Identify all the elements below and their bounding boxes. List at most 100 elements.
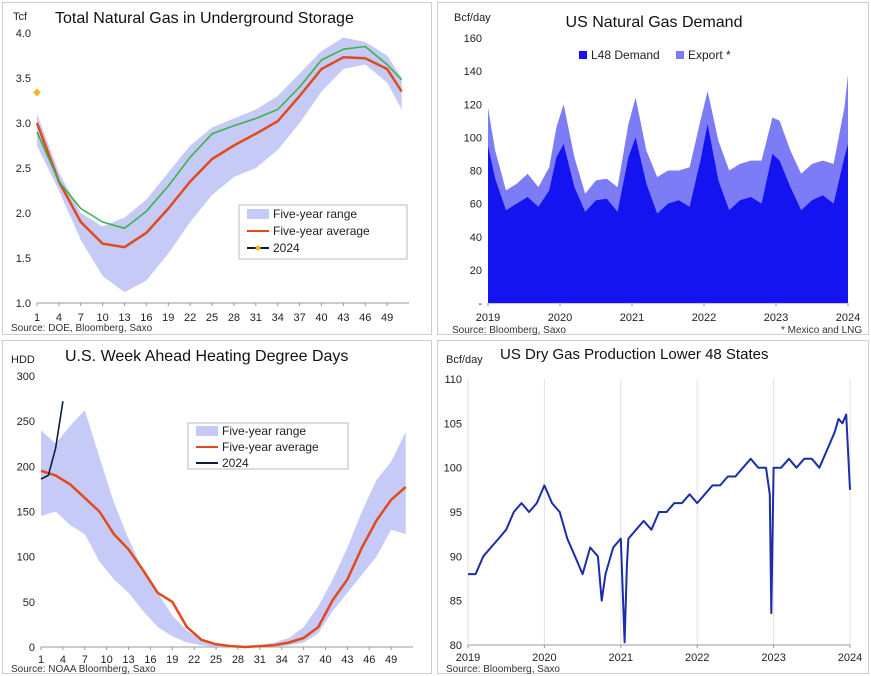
x-tick-label: 37 xyxy=(293,312,305,324)
y-tick-label: 100 xyxy=(17,552,35,564)
x-tick-label: 10 xyxy=(97,312,109,324)
chart-title: Total Natural Gas in Underground Storage xyxy=(55,10,354,27)
range-band xyxy=(41,410,406,647)
x-tick-label: 2023 xyxy=(764,312,788,324)
chart-title: US Natural Gas Demand xyxy=(566,14,743,31)
x-tick-label: 25 xyxy=(206,312,218,324)
x-tick-label: 49 xyxy=(385,654,397,666)
data-point-2024 xyxy=(33,88,41,97)
y-tick-label: - xyxy=(478,298,482,310)
y-tick-label: 40 xyxy=(470,232,482,244)
x-tick-label: 22 xyxy=(188,654,200,666)
legend-swatch-band xyxy=(247,209,269,219)
series-line xyxy=(36,45,403,230)
x-tick-label: 19 xyxy=(166,654,178,666)
y-tick-label: 2.5 xyxy=(16,163,31,175)
storage-chart: Total Natural Gas in Underground Storage… xyxy=(11,10,409,334)
x-tick-label: 2019 xyxy=(476,312,500,324)
x-tick-label: 2021 xyxy=(609,652,633,664)
x-tick-label: 2020 xyxy=(532,652,556,664)
y-tick-label: 60 xyxy=(470,199,482,211)
y-tick-label: 100 xyxy=(444,463,462,475)
y-tick-label: 160 xyxy=(464,33,482,45)
x-tick-label: 2024 xyxy=(836,312,860,324)
x-tick-label: 13 xyxy=(122,654,134,666)
x-tick-label: 2024 xyxy=(838,652,862,664)
x-tick-label: 2021 xyxy=(620,312,644,324)
footnote: * Mexico and LNG xyxy=(781,325,862,336)
production-chart-panel: US Dry Gas Production Lower 48 States Bcf… xyxy=(437,340,869,675)
x-tick-label: 31 xyxy=(254,654,266,666)
legend-swatch-square xyxy=(676,51,684,59)
y-axis-label: HDD xyxy=(11,354,35,366)
y-tick-label: 1.5 xyxy=(16,253,31,265)
x-tick-label: 46 xyxy=(363,654,375,666)
source-note: Source: Bloomberg, Saxo xyxy=(452,325,566,336)
source-note: Source: DOE, Bloomberg, Saxo xyxy=(11,323,153,334)
y-tick-label: 3.5 xyxy=(16,73,31,85)
series-line xyxy=(40,469,407,649)
x-tick-label: 34 xyxy=(276,654,288,666)
demand-chart-panel: US Natural Gas Demand Bcf/day Source: Bloo… xyxy=(437,2,869,336)
y-tick-label: 80 xyxy=(450,640,462,652)
y-tick-label: 1.0 xyxy=(16,298,31,310)
y-tick-label: 90 xyxy=(450,551,462,563)
x-tick-label: 40 xyxy=(315,312,327,324)
production-chart: US Dry Gas Production Lower 48 States Bcf… xyxy=(444,346,863,675)
x-tick-label: 1 xyxy=(38,654,44,666)
legend-label: 2024 xyxy=(222,456,249,470)
x-tick-label: 10 xyxy=(101,654,113,666)
storage-chart-panel: Total Natural Gas in Underground Storage… xyxy=(2,2,432,335)
x-tick-label: 4 xyxy=(56,312,62,324)
legend-label: L48 Demand xyxy=(591,48,660,62)
y-tick-label: 110 xyxy=(444,374,462,386)
range-band xyxy=(37,37,402,293)
x-tick-label: 19 xyxy=(162,312,174,324)
y-tick-label: 105 xyxy=(444,418,462,430)
y-axis-label: Tcf xyxy=(13,11,28,23)
y-tick-label: 120 xyxy=(464,99,482,111)
x-tick-label: 22 xyxy=(184,312,196,324)
x-tick-label: 2023 xyxy=(761,652,785,664)
x-tick-label: 28 xyxy=(232,654,244,666)
series-line xyxy=(35,56,403,249)
legend-label: Five-year range xyxy=(222,424,306,438)
source-note: Source: Bloomberg, Saxo xyxy=(446,664,560,675)
legend-label: Five-year range xyxy=(273,207,357,221)
x-tick-label: 34 xyxy=(272,312,284,324)
y-tick-label: 0 xyxy=(29,642,35,654)
hdd-chart: U.S. Week Ahead Heating Degree Days HDD So… xyxy=(11,348,413,675)
x-tick-label: 25 xyxy=(210,654,222,666)
x-tick-label: 7 xyxy=(82,654,88,666)
y-tick-label: 150 xyxy=(17,507,35,519)
x-tick-label: 37 xyxy=(297,654,309,666)
legend-swatch-square xyxy=(579,51,587,59)
y-tick-label: 4.0 xyxy=(16,28,31,40)
x-tick-label: 16 xyxy=(144,654,156,666)
legend-label: Export * xyxy=(688,48,731,62)
legend-label: Five-year average xyxy=(222,440,319,454)
source-note: Source: NOAA Bloomberg, Saxo xyxy=(11,664,156,675)
x-tick-label: 2022 xyxy=(692,312,716,324)
x-tick-label: 13 xyxy=(118,312,130,324)
y-tick-label: 50 xyxy=(23,597,35,609)
x-tick-label: 43 xyxy=(337,312,349,324)
series-line xyxy=(468,413,851,644)
x-tick-label: 1 xyxy=(34,312,40,324)
y-tick-label: 140 xyxy=(464,66,482,78)
y-tick-label: 80 xyxy=(470,166,482,178)
x-tick-label: 7 xyxy=(78,312,84,324)
y-tick-label: 200 xyxy=(17,461,35,473)
x-tick-label: 2019 xyxy=(456,652,480,664)
y-tick-label: 95 xyxy=(450,507,462,519)
y-axis-label: Bcf/day xyxy=(446,354,483,366)
x-tick-label: 40 xyxy=(319,654,331,666)
demand-chart: US Natural Gas Demand Bcf/day Source: Bloo… xyxy=(452,12,862,336)
x-tick-label: 4 xyxy=(60,654,66,666)
y-tick-label: 2.0 xyxy=(16,208,31,220)
y-axis-label: Bcf/day xyxy=(454,12,491,24)
series-line xyxy=(40,401,64,480)
y-tick-label: 300 xyxy=(17,371,35,383)
area-series-0 xyxy=(488,124,848,303)
x-tick-label: 43 xyxy=(341,654,353,666)
